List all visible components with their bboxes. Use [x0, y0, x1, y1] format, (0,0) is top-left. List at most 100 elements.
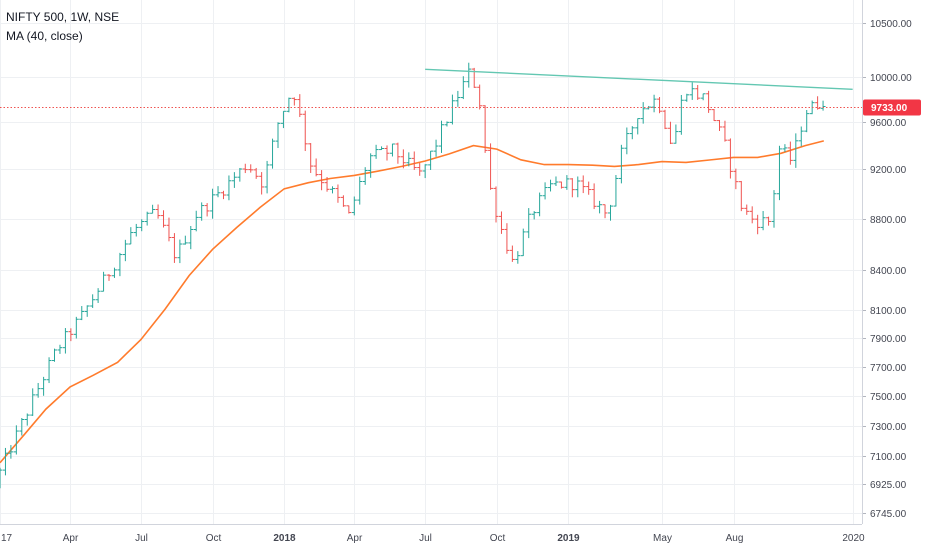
ohlc-bar: [275, 122, 281, 149]
ohlc-bar: [706, 90, 712, 113]
ohlc-bar: [711, 109, 717, 122]
ohlc-bar: [340, 195, 346, 207]
ohlc-bar: [635, 118, 641, 135]
x-tick-label: 2019: [557, 533, 580, 544]
ohlc-bar: [122, 239, 128, 262]
ohlc-bar: [700, 93, 706, 101]
ohlc-bar: [46, 357, 52, 384]
ohlc-bar: [564, 175, 570, 190]
trend-line-layer[interactable]: [425, 68, 853, 90]
y-tick-label: 6745.00: [870, 509, 907, 520]
ohlc-bar: [624, 127, 630, 155]
y-tick-label: 10500.00: [870, 19, 912, 30]
ohlc-bar: [286, 97, 292, 113]
y-tick-label: 9600.00: [870, 118, 907, 129]
x-tick-label: Aug: [726, 533, 744, 544]
ohlc-bar: [188, 225, 194, 250]
ohlc-bar: [171, 233, 177, 263]
y-tick-label: 7300.00: [870, 422, 907, 433]
ohlc-bar: [2, 447, 8, 476]
y-tick-label: 8400.00: [870, 266, 907, 277]
ohlc-bar: [722, 120, 728, 142]
ohlc-bar: [177, 239, 183, 264]
ohlc-bar: [95, 288, 101, 303]
ohlc-bar: [24, 413, 30, 426]
ohlc-bar: [678, 94, 684, 135]
ohlc-bar: [738, 180, 744, 212]
ohlc-bar: [313, 158, 319, 177]
ohlc-bar: [384, 145, 390, 161]
ohlc-bar: [193, 210, 199, 232]
ohlc-bar: [237, 167, 243, 182]
ohlc-bars: [0, 62, 826, 489]
ohlc-bar: [439, 120, 445, 153]
ohlc-bar: [220, 190, 226, 200]
ohlc-bar: [379, 146, 385, 151]
ohlc-bar: [319, 170, 325, 191]
trend-line: [425, 68, 853, 90]
ohlc-bar: [629, 126, 635, 140]
ohlc-bar: [8, 445, 14, 459]
ohlc-bar: [618, 144, 624, 184]
ohlc-bar: [607, 204, 613, 221]
ohlc-bar: [128, 227, 134, 245]
ma-line-layer: [0, 140, 824, 464]
ohlc-bar: [673, 124, 679, 144]
ohlc-bar: [597, 200, 603, 214]
y-tick-label: 7700.00: [870, 363, 907, 374]
ohlc-bar: [329, 186, 335, 194]
ohlc-bar: [782, 144, 788, 152]
ohlc-bar: [139, 219, 145, 232]
ohlc-bar: [155, 204, 161, 219]
grid: [0, 0, 862, 524]
ohlc-bar: [466, 62, 472, 88]
ohlc-bar: [553, 176, 559, 187]
ohlc-bar: [335, 184, 341, 203]
ohlc-bar: [695, 85, 701, 100]
ohlc-bar: [400, 149, 406, 169]
ohlc-bar: [537, 192, 543, 217]
ohlc-bar: [90, 294, 96, 308]
ohlc-bar: [548, 179, 554, 192]
ohlc-bar: [640, 102, 646, 124]
last-price-line-layer: 9733.00: [0, 99, 921, 116]
ohlc-bar: [248, 164, 254, 173]
ohlc-bar: [30, 388, 36, 416]
x-tick-label: Oct: [206, 533, 222, 544]
indicator-label[interactable]: MA (40, close): [6, 29, 83, 43]
ohlc-bar: [749, 206, 755, 224]
ohlc-bar: [226, 175, 232, 201]
ohlc-bar: [204, 203, 210, 217]
ohlc-bar: [297, 94, 303, 118]
ohlc-bar: [815, 96, 821, 110]
x-tick-label: 17: [1, 533, 13, 544]
ohlc-bar: [428, 150, 434, 170]
ohlc-bar: [684, 93, 690, 102]
ohlc-bar: [291, 97, 297, 106]
chart-title[interactable]: NIFTY 500, 1W, NSE: [6, 10, 120, 24]
x-tick-label: 2020: [842, 533, 865, 544]
ohlc-bar: [357, 176, 363, 205]
ohlc-bar: [111, 267, 117, 278]
y-tick-label: 8100.00: [870, 306, 907, 317]
ohlc-bar: [308, 143, 314, 173]
ohlc-bar: [182, 235, 188, 245]
ohlc-bar: [793, 133, 799, 168]
ohlc-bar: [531, 211, 537, 220]
y-tick-label: 10000.00: [870, 73, 912, 84]
ohlc-bar: [73, 316, 79, 339]
ohlc-bar: [613, 175, 619, 207]
ohlc-bar: [280, 110, 286, 129]
y-tick-label: 6925.00: [870, 480, 907, 491]
y-tick-label: 7900.00: [870, 334, 907, 345]
ohlc-bar: [242, 163, 248, 174]
ohlc-bar: [744, 204, 750, 215]
ohlc-bar: [449, 94, 455, 125]
ohlc-bar: [460, 76, 466, 100]
ohlc-bar: [41, 376, 47, 396]
y-tick-label: 7500.00: [870, 392, 907, 403]
x-tick-label: Oct: [490, 533, 506, 544]
ohlc-bar: [477, 84, 483, 110]
